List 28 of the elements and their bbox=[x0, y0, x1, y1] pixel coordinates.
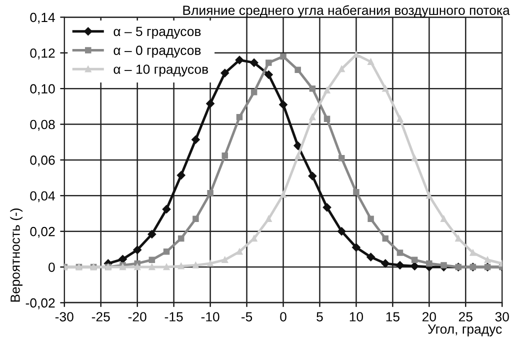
x-tick-label: 10 bbox=[350, 312, 364, 322]
x-tick-label: -15 bbox=[164, 312, 183, 322]
x-tick-label: 15 bbox=[386, 312, 400, 322]
x-tick-label: -5 bbox=[241, 312, 252, 322]
x-tick-label: 25 bbox=[458, 312, 472, 322]
y-tick-label: 0,10 bbox=[30, 84, 55, 96]
y-tick-label: 0,06 bbox=[30, 156, 55, 166]
y-tick-label: 0,12 bbox=[30, 48, 55, 60]
chart-title: Влияние среднего угла набегания воздушного потока bbox=[183, 5, 510, 18]
x-tick-label: -20 bbox=[128, 312, 146, 322]
x-tick-label: -30 bbox=[55, 312, 74, 322]
x-tick-label: -10 bbox=[201, 312, 220, 322]
y-tick-label: -0,02 bbox=[26, 298, 55, 310]
x-axis-title: Угол, градус bbox=[428, 324, 502, 336]
legend-label: α – 0 градусов bbox=[114, 46, 201, 58]
y-tick-label: 0,08 bbox=[30, 120, 55, 131]
x-tick-label: 20 bbox=[422, 312, 436, 322]
x-tick-label: 0 bbox=[280, 312, 286, 322]
legend-label: α – 5 градусов bbox=[114, 26, 201, 39]
y-axis-title: Вероятность (-) bbox=[10, 208, 22, 302]
y-tick-label: 0,04 bbox=[30, 191, 55, 202]
x-tick-label: -25 bbox=[92, 312, 110, 322]
legend-label: α – 10 градусов bbox=[114, 64, 208, 77]
y-tick-label: 0 bbox=[48, 262, 55, 272]
y-tick-label: 0,14 bbox=[30, 12, 55, 24]
y-tick-label: 0,02 bbox=[30, 226, 55, 238]
x-tick-label: 5 bbox=[316, 312, 323, 322]
x-tick-label: 30 bbox=[495, 312, 509, 322]
